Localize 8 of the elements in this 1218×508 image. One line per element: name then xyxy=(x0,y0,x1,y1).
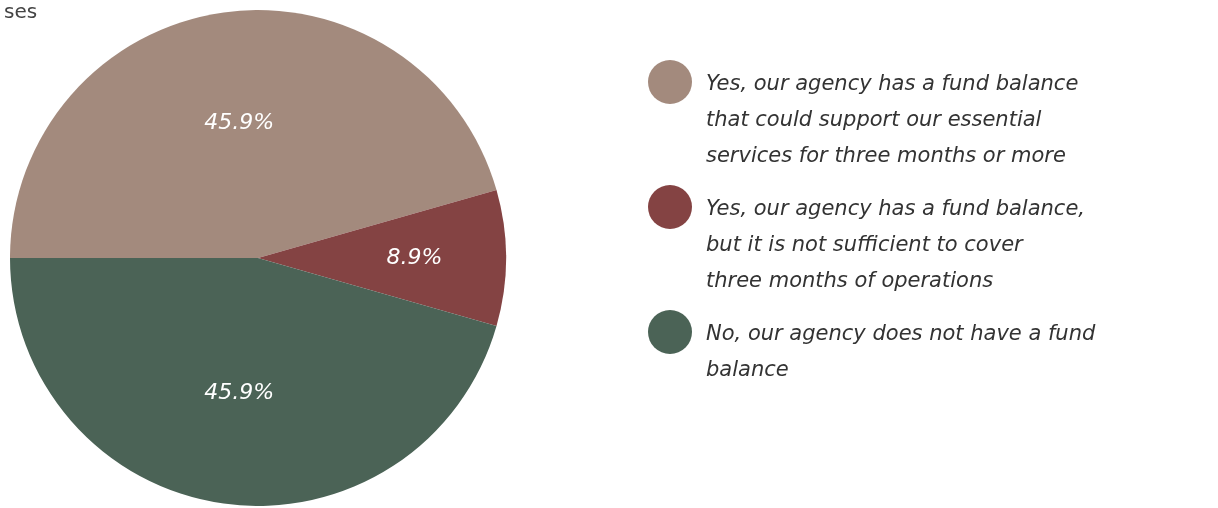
data-label: 45.9% xyxy=(204,379,275,405)
legend-label: No, our agency does not have a fund balance xyxy=(706,321,1096,381)
data-label: 8.9% xyxy=(386,244,443,269)
data-label: 45.9% xyxy=(204,108,275,134)
text: ses xyxy=(4,0,38,23)
legend-label: Yes, our agency has a fund balance, but it is not sufficient to cover three months of operations xyxy=(706,196,1085,292)
pie-slice xyxy=(258,190,506,326)
legend-label: Yes, our agency has a fund balance that could support our essential services for three months or more xyxy=(706,71,1079,167)
